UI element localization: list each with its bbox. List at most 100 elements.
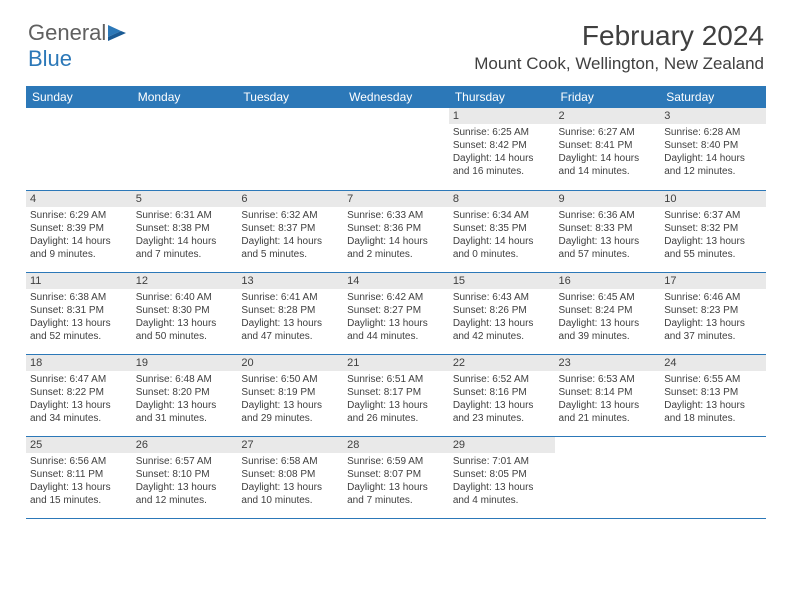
day-number: 17 (660, 273, 766, 289)
weekday-header: Sunday (26, 86, 132, 108)
calendar-cell: 10Sunrise: 6:37 AMSunset: 8:32 PMDayligh… (660, 190, 766, 272)
calendar-cell: 5Sunrise: 6:31 AMSunset: 8:38 PMDaylight… (132, 190, 238, 272)
calendar-cell: 18Sunrise: 6:47 AMSunset: 8:22 PMDayligh… (26, 354, 132, 436)
calendar-row: 11Sunrise: 6:38 AMSunset: 8:31 PMDayligh… (26, 272, 766, 354)
day-number: 1 (449, 108, 555, 124)
day-data: Sunrise: 6:40 AMSunset: 8:30 PMDaylight:… (132, 289, 238, 343)
day-number: 3 (660, 108, 766, 124)
day-data: Sunrise: 6:53 AMSunset: 8:14 PMDaylight:… (555, 371, 661, 425)
day-data: Sunrise: 6:46 AMSunset: 8:23 PMDaylight:… (660, 289, 766, 343)
day-data: Sunrise: 6:51 AMSunset: 8:17 PMDaylight:… (343, 371, 449, 425)
day-data: Sunrise: 6:38 AMSunset: 8:31 PMDaylight:… (26, 289, 132, 343)
logo-text-1: General (28, 20, 106, 46)
calendar-cell: 12Sunrise: 6:40 AMSunset: 8:30 PMDayligh… (132, 272, 238, 354)
calendar-cell: 15Sunrise: 6:43 AMSunset: 8:26 PMDayligh… (449, 272, 555, 354)
weekday-header: Thursday (449, 86, 555, 108)
day-number: 25 (26, 437, 132, 453)
day-data: Sunrise: 6:36 AMSunset: 8:33 PMDaylight:… (555, 207, 661, 261)
day-data: Sunrise: 6:29 AMSunset: 8:39 PMDaylight:… (26, 207, 132, 261)
day-data: Sunrise: 6:25 AMSunset: 8:42 PMDaylight:… (449, 124, 555, 178)
day-data: Sunrise: 6:34 AMSunset: 8:35 PMDaylight:… (449, 207, 555, 261)
day-number: 6 (237, 191, 343, 207)
day-data: Sunrise: 6:28 AMSunset: 8:40 PMDaylight:… (660, 124, 766, 178)
day-number: 28 (343, 437, 449, 453)
calendar-cell: 21Sunrise: 6:51 AMSunset: 8:17 PMDayligh… (343, 354, 449, 436)
weekday-header: Tuesday (237, 86, 343, 108)
weekday-header: Monday (132, 86, 238, 108)
calendar-cell: 11Sunrise: 6:38 AMSunset: 8:31 PMDayligh… (26, 272, 132, 354)
header: General February 2024 Mount Cook, Wellin… (0, 0, 792, 78)
calendar-body: 1Sunrise: 6:25 AMSunset: 8:42 PMDaylight… (26, 108, 766, 518)
day-number: 5 (132, 191, 238, 207)
day-data: Sunrise: 6:52 AMSunset: 8:16 PMDaylight:… (449, 371, 555, 425)
page-title: February 2024 (474, 20, 764, 52)
day-data: Sunrise: 6:27 AMSunset: 8:41 PMDaylight:… (555, 124, 661, 178)
weekday-header: Saturday (660, 86, 766, 108)
calendar-cell (343, 108, 449, 190)
calendar-cell (26, 108, 132, 190)
day-number: 19 (132, 355, 238, 371)
day-data: Sunrise: 6:41 AMSunset: 8:28 PMDaylight:… (237, 289, 343, 343)
day-data: Sunrise: 7:01 AMSunset: 8:05 PMDaylight:… (449, 453, 555, 507)
day-number: 9 (555, 191, 661, 207)
day-number: 13 (237, 273, 343, 289)
day-data: Sunrise: 6:43 AMSunset: 8:26 PMDaylight:… (449, 289, 555, 343)
day-number: 20 (237, 355, 343, 371)
day-data: Sunrise: 6:59 AMSunset: 8:07 PMDaylight:… (343, 453, 449, 507)
day-data: Sunrise: 6:55 AMSunset: 8:13 PMDaylight:… (660, 371, 766, 425)
day-number: 12 (132, 273, 238, 289)
day-data: Sunrise: 6:47 AMSunset: 8:22 PMDaylight:… (26, 371, 132, 425)
calendar-row: 25Sunrise: 6:56 AMSunset: 8:11 PMDayligh… (26, 436, 766, 518)
logo: General (28, 20, 129, 46)
weekday-header: Wednesday (343, 86, 449, 108)
calendar-cell: 25Sunrise: 6:56 AMSunset: 8:11 PMDayligh… (26, 436, 132, 518)
day-data: Sunrise: 6:42 AMSunset: 8:27 PMDaylight:… (343, 289, 449, 343)
calendar-cell: 1Sunrise: 6:25 AMSunset: 8:42 PMDaylight… (449, 108, 555, 190)
day-data: Sunrise: 6:48 AMSunset: 8:20 PMDaylight:… (132, 371, 238, 425)
calendar-cell: 29Sunrise: 7:01 AMSunset: 8:05 PMDayligh… (449, 436, 555, 518)
calendar-cell: 23Sunrise: 6:53 AMSunset: 8:14 PMDayligh… (555, 354, 661, 436)
calendar-cell: 8Sunrise: 6:34 AMSunset: 8:35 PMDaylight… (449, 190, 555, 272)
calendar-cell: 20Sunrise: 6:50 AMSunset: 8:19 PMDayligh… (237, 354, 343, 436)
calendar-row: 4Sunrise: 6:29 AMSunset: 8:39 PMDaylight… (26, 190, 766, 272)
calendar-cell: 13Sunrise: 6:41 AMSunset: 8:28 PMDayligh… (237, 272, 343, 354)
day-number: 23 (555, 355, 661, 371)
day-data: Sunrise: 6:45 AMSunset: 8:24 PMDaylight:… (555, 289, 661, 343)
title-block: February 2024 Mount Cook, Wellington, Ne… (474, 20, 764, 74)
calendar-cell (660, 436, 766, 518)
day-number: 4 (26, 191, 132, 207)
calendar-cell (132, 108, 238, 190)
calendar-cell: 22Sunrise: 6:52 AMSunset: 8:16 PMDayligh… (449, 354, 555, 436)
location-subtitle: Mount Cook, Wellington, New Zealand (474, 54, 764, 74)
day-data: Sunrise: 6:37 AMSunset: 8:32 PMDaylight:… (660, 207, 766, 261)
calendar-cell: 26Sunrise: 6:57 AMSunset: 8:10 PMDayligh… (132, 436, 238, 518)
calendar-row: 1Sunrise: 6:25 AMSunset: 8:42 PMDaylight… (26, 108, 766, 190)
day-number: 26 (132, 437, 238, 453)
calendar-cell: 2Sunrise: 6:27 AMSunset: 8:41 PMDaylight… (555, 108, 661, 190)
day-number: 2 (555, 108, 661, 124)
calendar-cell: 7Sunrise: 6:33 AMSunset: 8:36 PMDaylight… (343, 190, 449, 272)
day-number: 16 (555, 273, 661, 289)
calendar-cell: 9Sunrise: 6:36 AMSunset: 8:33 PMDaylight… (555, 190, 661, 272)
calendar-cell: 17Sunrise: 6:46 AMSunset: 8:23 PMDayligh… (660, 272, 766, 354)
day-number: 27 (237, 437, 343, 453)
day-number: 7 (343, 191, 449, 207)
day-number: 11 (26, 273, 132, 289)
day-number: 8 (449, 191, 555, 207)
day-number: 14 (343, 273, 449, 289)
calendar-table: SundayMondayTuesdayWednesdayThursdayFrid… (26, 86, 766, 519)
calendar-cell (237, 108, 343, 190)
weekday-header-row: SundayMondayTuesdayWednesdayThursdayFrid… (26, 86, 766, 108)
day-data: Sunrise: 6:50 AMSunset: 8:19 PMDaylight:… (237, 371, 343, 425)
calendar-cell: 28Sunrise: 6:59 AMSunset: 8:07 PMDayligh… (343, 436, 449, 518)
day-data: Sunrise: 6:58 AMSunset: 8:08 PMDaylight:… (237, 453, 343, 507)
day-data: Sunrise: 6:32 AMSunset: 8:37 PMDaylight:… (237, 207, 343, 261)
day-data: Sunrise: 6:57 AMSunset: 8:10 PMDaylight:… (132, 453, 238, 507)
day-data: Sunrise: 6:31 AMSunset: 8:38 PMDaylight:… (132, 207, 238, 261)
day-number: 10 (660, 191, 766, 207)
day-data: Sunrise: 6:33 AMSunset: 8:36 PMDaylight:… (343, 207, 449, 261)
calendar-cell: 14Sunrise: 6:42 AMSunset: 8:27 PMDayligh… (343, 272, 449, 354)
calendar-row: 18Sunrise: 6:47 AMSunset: 8:22 PMDayligh… (26, 354, 766, 436)
calendar-cell: 4Sunrise: 6:29 AMSunset: 8:39 PMDaylight… (26, 190, 132, 272)
calendar-cell: 16Sunrise: 6:45 AMSunset: 8:24 PMDayligh… (555, 272, 661, 354)
